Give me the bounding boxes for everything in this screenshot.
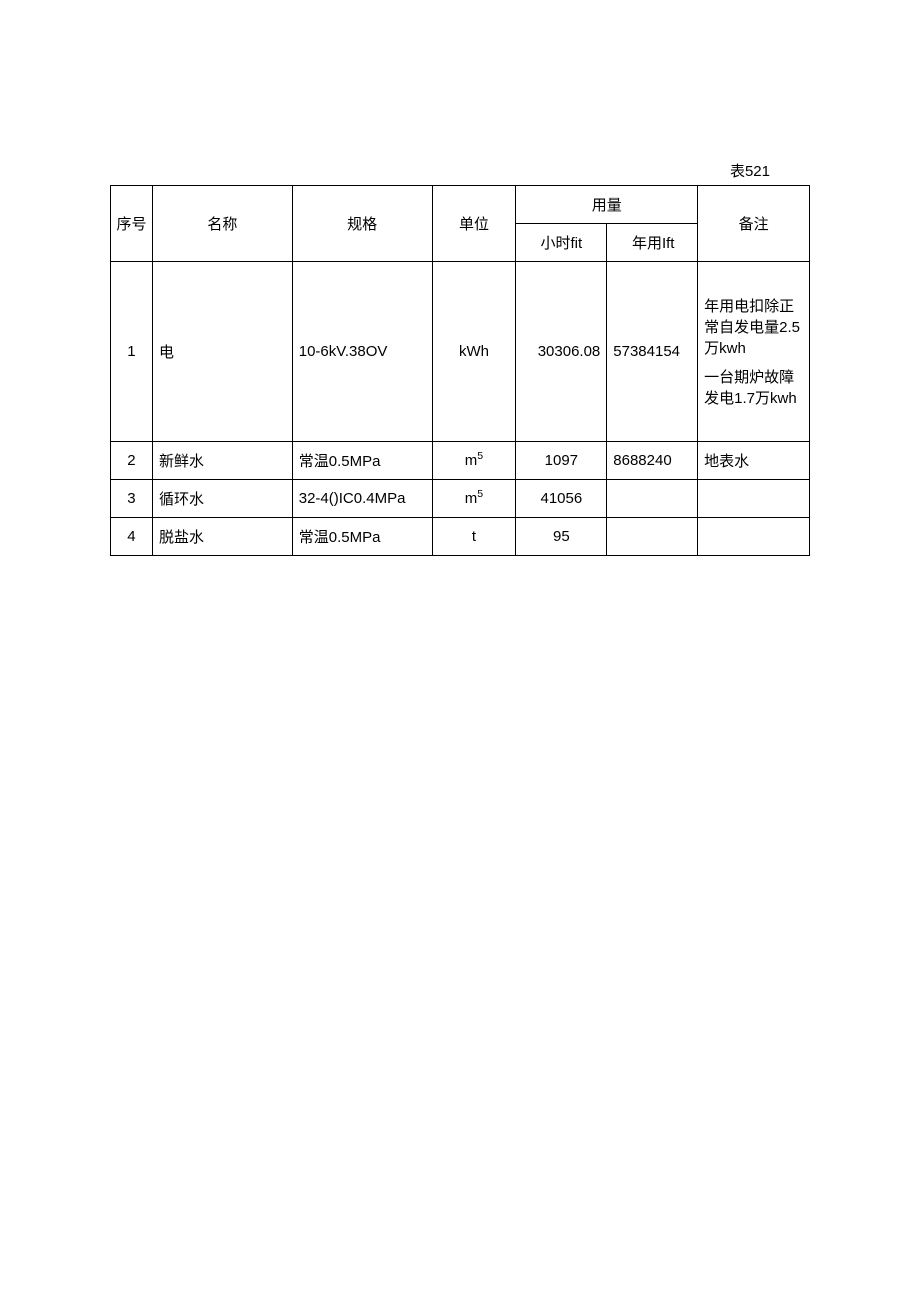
cell-spec: 常温0.5MPa [292,442,432,480]
cell-hour: 41056 [516,480,607,518]
cell-hour: 1097 [516,442,607,480]
table-caption: 表521 [110,160,810,181]
col-header-usage: 用量 [516,186,698,224]
cell-index: 1 [111,262,153,442]
col-header-unit: 单位 [432,186,516,262]
cell-unit: m5 [432,480,516,518]
cell-spec: 10-6kV.38OV [292,262,432,442]
col-header-index: 序号 [111,186,153,262]
cell-year [607,518,698,556]
table-header: 序号 名称 规格 单位 用量 备注 小时fit 年用Ift [111,186,810,262]
cell-name: 脱盐水 [152,518,292,556]
cell-spec: 32-4()IC0.4MPa [292,480,432,518]
cell-name: 循环水 [152,480,292,518]
cell-note [698,480,810,518]
note-line1: 年用电扣除正常自发电量2.5万kwh [704,298,800,357]
data-table: 序号 名称 规格 单位 用量 备注 小时fit 年用Ift 1 电 10-6kV… [110,185,810,556]
col-header-note: 备注 [698,186,810,262]
cell-unit: t [432,518,516,556]
cell-hour: 95 [516,518,607,556]
cell-spec: 常温0.5MPa [292,518,432,556]
table-row: 4 脱盐水 常温0.5MPa t 95 [111,518,810,556]
table-row: 1 电 10-6kV.38OV kWh 30306.08 57384154 年用… [111,262,810,442]
cell-note [698,518,810,556]
cell-note: 年用电扣除正常自发电量2.5万kwh 一台期炉故障发电1.7万kwh [698,262,810,442]
col-header-year: 年用Ift [607,224,698,262]
cell-index: 2 [111,442,153,480]
cell-name: 电 [152,262,292,442]
table-row: 2 新鲜水 常温0.5MPa m5 1097 8688240 地表水 [111,442,810,480]
cell-unit: kWh [432,262,516,442]
cell-name: 新鲜水 [152,442,292,480]
cell-note: 地表水 [698,442,810,480]
cell-index: 4 [111,518,153,556]
table-row: 3 循环水 32-4()IC0.4MPa m5 41056 [111,480,810,518]
col-header-name: 名称 [152,186,292,262]
cell-unit: m5 [432,442,516,480]
col-header-hour: 小时fit [516,224,607,262]
col-header-spec: 规格 [292,186,432,262]
table-body: 1 电 10-6kV.38OV kWh 30306.08 57384154 年用… [111,262,810,556]
cell-year: 8688240 [607,442,698,480]
note-line2: 一台期炉故障发电1.7万kwh [704,366,803,408]
cell-year: 57384154 [607,262,698,442]
cell-index: 3 [111,480,153,518]
cell-year [607,480,698,518]
cell-hour: 30306.08 [516,262,607,442]
